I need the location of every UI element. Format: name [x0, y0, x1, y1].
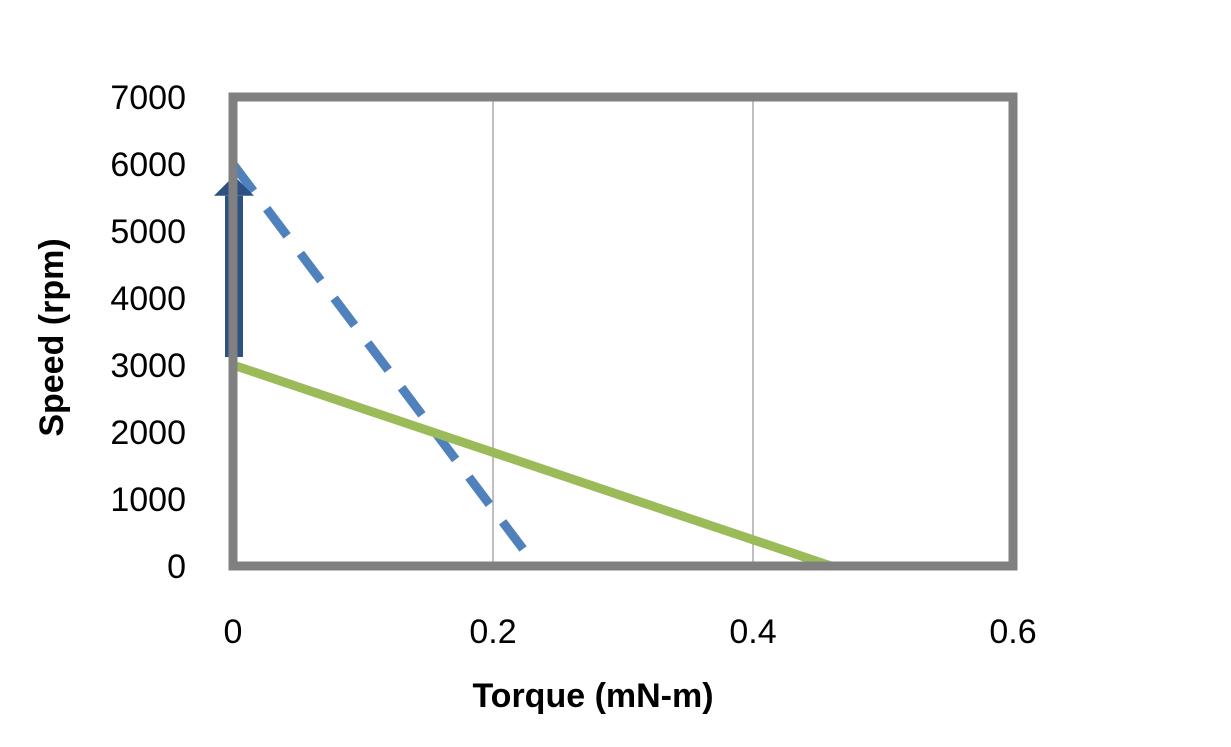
series-layer [229, 161, 833, 571]
y-tick-label: 3000 [110, 347, 186, 385]
x-axis-ticks: 0 0.2 0.4 0.6 [224, 613, 1037, 651]
x-tick-label: 0.4 [729, 613, 776, 651]
x-tick-label: 0.6 [989, 613, 1036, 651]
y-tick-label: 6000 [110, 146, 186, 184]
y-tick-label: 5000 [110, 213, 186, 251]
y-tick-label: 2000 [110, 414, 186, 452]
series-line-2 [231, 360, 833, 571]
series-line-1 [229, 161, 540, 569]
x-axis-title: Torque (mN-m) [472, 677, 713, 715]
y-tick-label: 4000 [110, 280, 186, 318]
gridlines [492, 97, 754, 566]
x-tick-label: 0.2 [469, 613, 516, 651]
y-tick-label: 0 [167, 548, 186, 586]
y-tick-label: 1000 [110, 481, 186, 519]
y-axis-title: Speed (rpm) [33, 238, 71, 436]
x-tick-label: 0 [224, 613, 243, 651]
y-axis-ticks: 0 1000 2000 3000 4000 5000 6000 7000 [110, 79, 186, 586]
plot-area-frame [228, 92, 1018, 571]
y-tick-label: 7000 [110, 79, 186, 117]
